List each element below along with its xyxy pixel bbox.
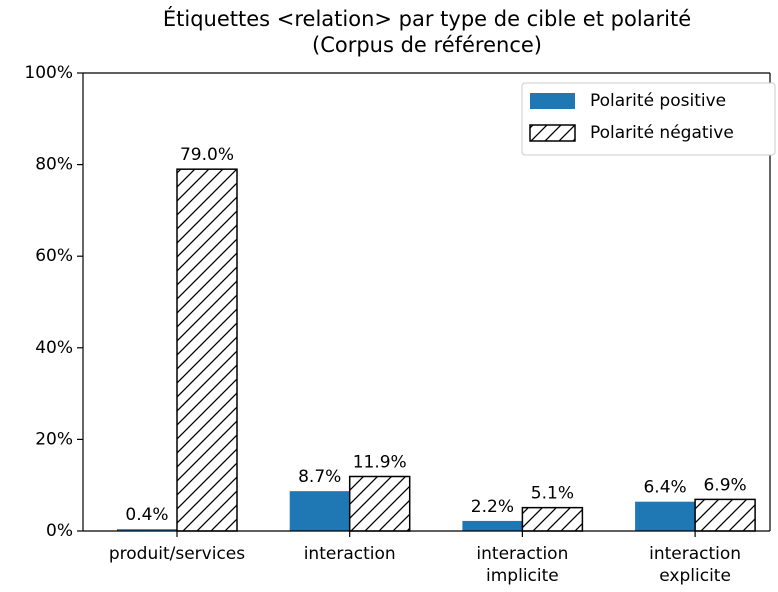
legend-label: Polarité positive (590, 91, 726, 111)
bar (176, 168, 238, 532)
value-label: 79.0% (180, 145, 234, 165)
y-tick-label: 40% (35, 338, 73, 358)
value-label: 6.9% (703, 475, 746, 495)
x-tick-label: produit/services (108, 544, 246, 564)
bar (117, 529, 177, 531)
chart-title: Étiquettes <relation> par type de cible … (162, 7, 692, 57)
bar (348, 475, 411, 532)
value-label: 11.9% (353, 452, 407, 472)
x-tick-label: interaction (303, 544, 396, 564)
value-label: 5.1% (531, 484, 574, 504)
bar (635, 501, 696, 531)
y-tick-label: 80% (35, 155, 73, 175)
y-tick-label: 100% (24, 63, 73, 83)
y-tick-label: 20% (35, 429, 73, 449)
x-tick-label: interaction implicite (476, 544, 569, 586)
value-label: 0.4% (125, 505, 168, 525)
legend-label: Polarité négative (590, 123, 734, 143)
bar (694, 498, 756, 532)
y-tick-label: 60% (35, 246, 73, 266)
legend-swatch (530, 93, 575, 109)
x-tick-label: interaction explicite (649, 544, 742, 586)
legend-box (521, 82, 776, 156)
bar (521, 506, 584, 532)
value-label: 8.7% (298, 467, 341, 487)
bar (289, 491, 350, 531)
bar (462, 520, 523, 531)
value-label: 2.2% (471, 497, 514, 517)
legend-swatch (529, 124, 576, 142)
value-label: 6.4% (643, 478, 686, 498)
y-tick-label: 0% (46, 521, 73, 541)
